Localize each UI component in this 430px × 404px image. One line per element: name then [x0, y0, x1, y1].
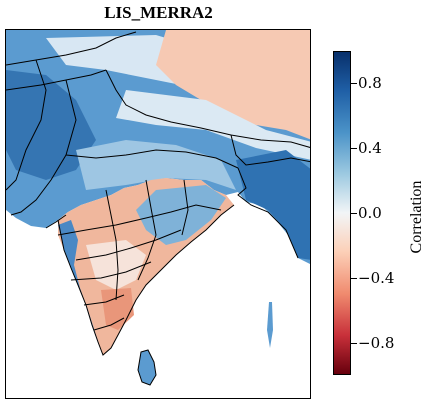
- colorbar-tick-label: 0.8: [358, 74, 382, 92]
- colorbar-tick: [351, 148, 357, 149]
- colorbar-tick: [351, 343, 357, 344]
- peninsula-red-south: [101, 288, 134, 330]
- colorbar-tick-label: −0.4: [358, 269, 395, 287]
- northeast-red-area: [156, 30, 310, 140]
- pale-band: [116, 90, 310, 160]
- peninsula-blue-east: [136, 185, 226, 245]
- colorbar-tick-label: −0.8: [358, 334, 395, 352]
- colorbar-tick: [351, 213, 357, 214]
- colorbar-tick-label: 0.4: [358, 139, 382, 157]
- colorbar: [333, 51, 351, 375]
- sri-lanka: [138, 350, 156, 385]
- colorbar-tick: [351, 83, 357, 84]
- colorbar-label: Correlation: [408, 180, 425, 254]
- borders: [6, 31, 310, 386]
- east-dark-blue: [236, 150, 310, 260]
- correlation-map: [6, 30, 310, 386]
- colorbar-tick: [351, 278, 357, 279]
- map-panel: [5, 29, 311, 399]
- andaman-islands: [267, 302, 273, 348]
- colorbar-tick-label: 0.0: [358, 204, 382, 222]
- peninsula-blue-west: [58, 220, 103, 355]
- west-dark-blue: [6, 70, 96, 180]
- indo-gangetic-light: [76, 140, 236, 190]
- map-title: LIS_MERRA2: [104, 3, 213, 22]
